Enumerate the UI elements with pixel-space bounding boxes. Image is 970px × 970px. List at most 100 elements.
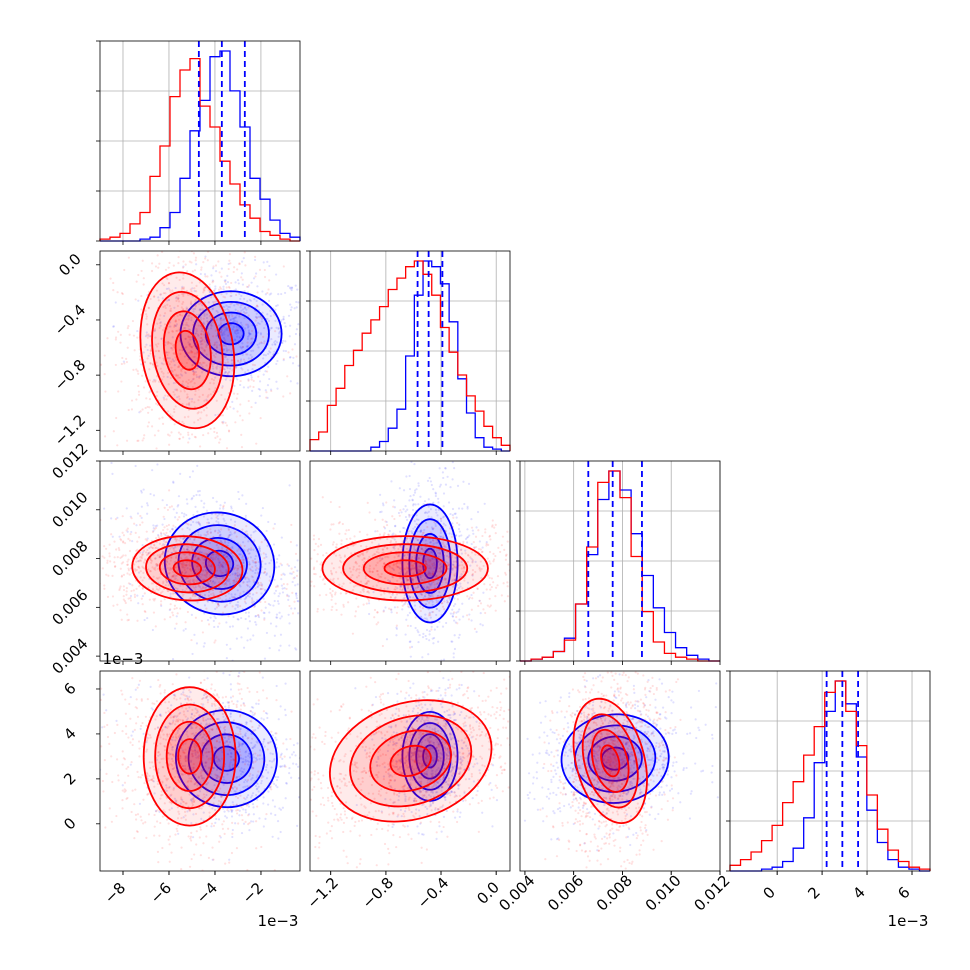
scatter-point xyxy=(225,376,228,379)
scatter-point xyxy=(108,543,111,546)
scatter-point xyxy=(357,574,360,577)
scatter-point xyxy=(170,546,173,549)
scatter-point xyxy=(452,611,456,614)
scatter-point xyxy=(121,302,124,306)
scatter-point xyxy=(429,616,432,619)
scatter-point xyxy=(233,338,236,341)
scatter-point xyxy=(165,287,168,291)
scatter-point xyxy=(206,553,209,557)
scatter-point xyxy=(267,365,270,368)
scatter-point xyxy=(488,597,491,600)
scatter-point xyxy=(400,577,403,580)
scatter-point xyxy=(447,501,451,504)
scatter-point xyxy=(248,298,251,301)
scatter-point xyxy=(198,375,202,378)
scatter-point xyxy=(156,452,158,454)
scatter-point xyxy=(438,563,441,566)
scatter-point xyxy=(228,625,232,628)
scatter-point xyxy=(267,288,270,291)
scatter-point xyxy=(150,425,154,428)
scatter-point xyxy=(162,532,165,535)
scatter-point xyxy=(421,531,425,535)
scatter-point xyxy=(234,352,238,355)
density-fill-blue xyxy=(164,512,275,615)
scatter-point xyxy=(204,257,207,260)
scatter-point xyxy=(110,533,113,536)
scatter-point xyxy=(161,297,164,300)
scatter-point xyxy=(447,596,450,599)
scatter-point xyxy=(429,508,432,511)
scatter-point xyxy=(235,567,238,570)
scatter-point xyxy=(382,551,385,554)
scatter-point xyxy=(224,594,227,597)
scatter-point xyxy=(274,339,277,343)
scatter-point xyxy=(394,585,397,589)
scatter-point xyxy=(170,757,174,761)
scatter-point xyxy=(158,542,161,545)
scatter-point xyxy=(181,537,184,540)
scatter-point xyxy=(208,321,212,324)
scatter-point xyxy=(164,541,167,544)
scatter-point xyxy=(313,566,316,569)
scatter-point xyxy=(172,481,175,484)
scatter-point xyxy=(200,333,203,336)
scatter-point xyxy=(138,585,141,588)
scatter-point xyxy=(459,575,462,578)
scatter-point xyxy=(193,568,197,572)
scatter-point xyxy=(415,562,418,565)
scatter-point xyxy=(221,565,224,568)
scatter-point xyxy=(246,335,250,338)
scatter-point xyxy=(206,251,210,253)
scatter-point xyxy=(252,600,256,603)
scatter-point xyxy=(208,291,211,294)
scatter-point xyxy=(163,323,167,326)
scatter-point xyxy=(273,522,276,526)
scatter-point xyxy=(214,639,217,642)
scatter-point xyxy=(180,563,184,566)
scatter-point xyxy=(181,589,184,592)
scatter-point xyxy=(249,548,253,552)
scatter-point xyxy=(92,362,94,364)
scatter-point xyxy=(205,337,208,340)
scatter-point xyxy=(161,416,164,419)
scatter-point xyxy=(199,445,202,448)
scatter-point xyxy=(110,517,113,520)
scatter-point xyxy=(403,594,406,597)
scatter-point xyxy=(451,585,455,588)
scatter-point xyxy=(257,615,261,619)
scatter-point xyxy=(126,346,129,349)
scatter-point xyxy=(464,552,467,555)
scatter-point xyxy=(438,620,441,624)
scatter-point xyxy=(147,354,150,357)
scatter-point xyxy=(212,302,216,305)
scatter-point xyxy=(439,569,443,572)
scatter-point xyxy=(406,577,409,580)
scatter-point xyxy=(166,561,169,564)
scatter-point xyxy=(221,565,224,568)
scatter-point xyxy=(223,365,227,368)
scatter-point xyxy=(223,372,226,375)
scatter-point xyxy=(160,370,163,373)
scatter-point xyxy=(424,539,427,542)
scatter-point xyxy=(197,364,201,367)
scatter-point xyxy=(435,598,438,602)
scatter-point xyxy=(255,299,258,303)
scatter-point xyxy=(238,262,241,266)
scatter-point xyxy=(400,511,403,514)
scatter-point xyxy=(220,421,224,424)
scatter-point xyxy=(410,645,414,648)
scatter-point xyxy=(187,433,190,437)
scatter-point xyxy=(352,565,355,568)
scatter-point xyxy=(267,350,271,353)
scatter-point xyxy=(227,592,230,595)
scatter-point xyxy=(417,640,420,644)
scatter-point xyxy=(244,568,247,571)
diag-panel-2 xyxy=(516,460,721,662)
scatter-point xyxy=(427,582,431,585)
scatter-point xyxy=(191,270,194,273)
scatter-point xyxy=(279,644,282,647)
scatter-point xyxy=(201,351,204,355)
scatter-point xyxy=(190,380,193,383)
scatter-point xyxy=(217,521,220,524)
scatter-point xyxy=(255,316,258,319)
